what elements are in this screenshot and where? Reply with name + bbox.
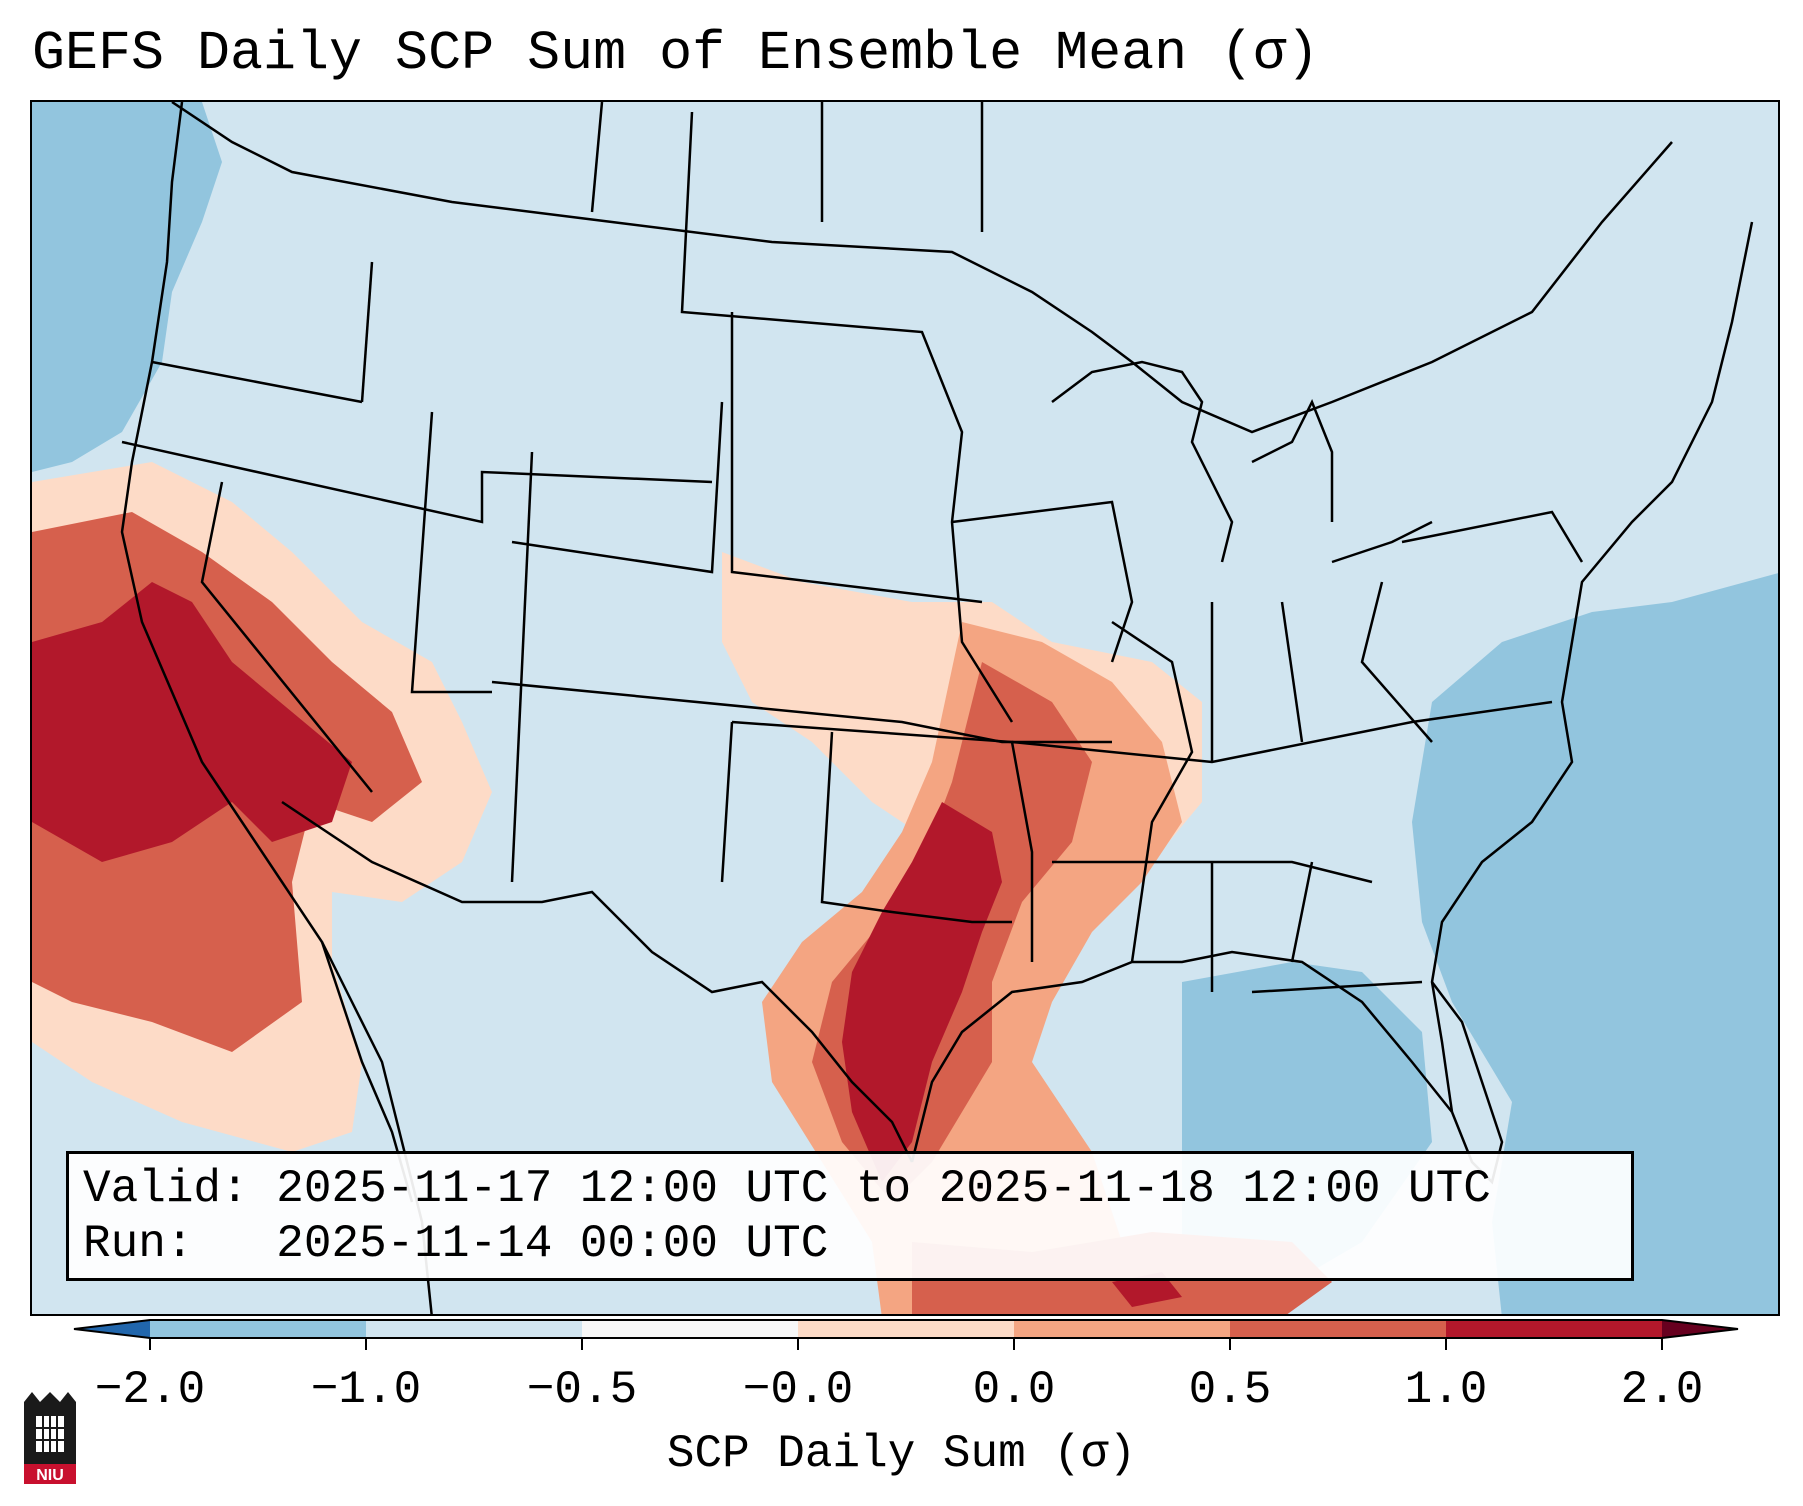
niu-logo: NIU xyxy=(24,1392,76,1484)
state-line-14 xyxy=(720,721,734,883)
colorbar-tick-label: −2.0 xyxy=(94,1364,206,1416)
borders xyxy=(120,102,1754,1314)
state-line-24 xyxy=(1401,510,1584,563)
colorbar-label: SCP Daily Sum (σ) xyxy=(666,1428,1137,1480)
atlantic-coastline xyxy=(1430,221,1754,1113)
state-line-7 xyxy=(491,680,1112,744)
colorbar-extend-high xyxy=(1662,1320,1738,1338)
valid-time-box: Valid: 2025-11-17 12:00 UTC to 2025-11-1… xyxy=(66,1151,1634,1281)
state-line-9 xyxy=(730,312,983,604)
state-line-1 xyxy=(151,360,363,404)
state-line-19 xyxy=(1011,700,1553,764)
colorbar-tick-label: 1.0 xyxy=(1404,1364,1488,1416)
state-line-23 xyxy=(1360,581,1433,743)
map-canvas xyxy=(32,102,1778,1314)
logo-text: NIU xyxy=(36,1467,64,1484)
colorbar-tick-label: 0.0 xyxy=(972,1364,1056,1416)
atlantic-negative-region xyxy=(1412,573,1778,1314)
us-canada-border xyxy=(171,102,1673,434)
colorbar xyxy=(73,1319,1739,1350)
state-line-6 xyxy=(510,451,534,883)
state-line-27 xyxy=(1251,980,1423,994)
colorbar-segment xyxy=(798,1320,1015,1338)
map-title: GEFS Daily SCP Sum of Ensemble Mean (σ) xyxy=(32,22,1320,85)
great-lakes xyxy=(1051,360,1433,564)
state-line-4 xyxy=(360,261,374,403)
colorbar-tick-label: −0.5 xyxy=(526,1364,638,1416)
colorbar-segment xyxy=(1446,1320,1663,1338)
state-line-3 xyxy=(200,481,373,793)
valid-value: 2025-11-17 12:00 UTC to 2025-11-18 12:00… xyxy=(276,1163,1491,1215)
gulf-coastline xyxy=(910,950,1453,1163)
colorbar-tick-label: −0.0 xyxy=(742,1364,854,1416)
state-line-8 xyxy=(511,401,724,574)
colorbar-tick-label: −1.0 xyxy=(310,1364,422,1416)
state-line-10 xyxy=(680,111,1014,723)
colorbar-segment xyxy=(366,1320,583,1338)
state-line-11 xyxy=(590,102,604,213)
texas-positive-core xyxy=(842,802,1002,1182)
run-label: Run: xyxy=(83,1218,194,1270)
colorbar-segment xyxy=(582,1320,799,1338)
us-mexico-border xyxy=(281,800,914,1163)
state-line-5 xyxy=(410,411,492,694)
state-line-15 xyxy=(731,720,1034,962)
state-line-22 xyxy=(1280,601,1304,743)
colorbar-extend-low xyxy=(74,1320,150,1338)
state-line-18 xyxy=(1111,620,1194,963)
colorbar-tick-label: 0.5 xyxy=(1188,1364,1272,1416)
pacific-negative-region xyxy=(32,102,222,472)
state-line-16 xyxy=(820,731,1012,924)
valid-label: Valid: xyxy=(83,1163,249,1215)
state-line-25 xyxy=(1290,861,1314,963)
state-line-20 xyxy=(1052,860,1373,884)
colorbar-segment xyxy=(1230,1320,1447,1338)
colorbar-segment xyxy=(150,1320,367,1338)
state-line-17 xyxy=(951,500,1134,663)
state-line-2 xyxy=(121,440,713,524)
west-positive-core xyxy=(32,582,352,862)
map-panel xyxy=(30,100,1780,1316)
run-value: 2025-11-14 00:00 UTC xyxy=(276,1218,829,1270)
pacific-coastline xyxy=(120,102,433,1314)
colorbar-segment xyxy=(1014,1320,1231,1338)
colorbar-tick-label: 2.0 xyxy=(1620,1364,1704,1416)
